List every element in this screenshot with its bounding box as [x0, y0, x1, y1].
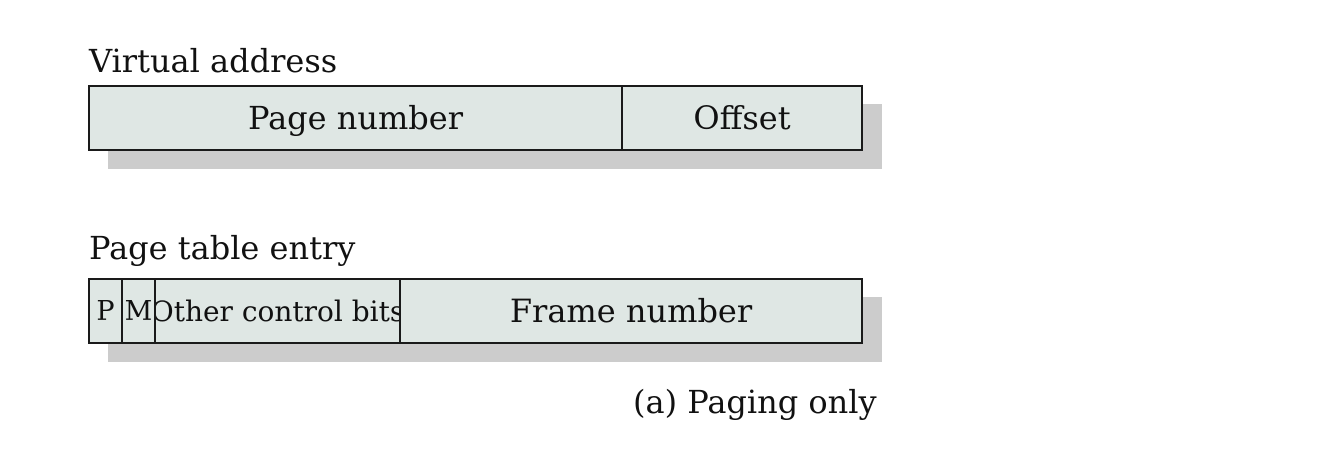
figure-caption: (a) Paging only	[633, 383, 877, 421]
modify-bit-field: M	[123, 280, 156, 342]
other-control-bits-field: Other control bits	[156, 280, 401, 342]
page-number-field: Page number	[90, 87, 623, 149]
page-table-entry-heading: Page table entry	[89, 229, 356, 267]
virtual-address-record: Page number Offset	[88, 85, 863, 151]
present-bit-field: P	[90, 280, 123, 342]
page-table-entry-record: P M Other control bits Frame number	[88, 278, 863, 344]
frame-number-field: Frame number	[509, 292, 753, 330]
virtual-address-heading: Virtual address	[89, 42, 338, 80]
offset-field: Offset	[693, 99, 791, 137]
